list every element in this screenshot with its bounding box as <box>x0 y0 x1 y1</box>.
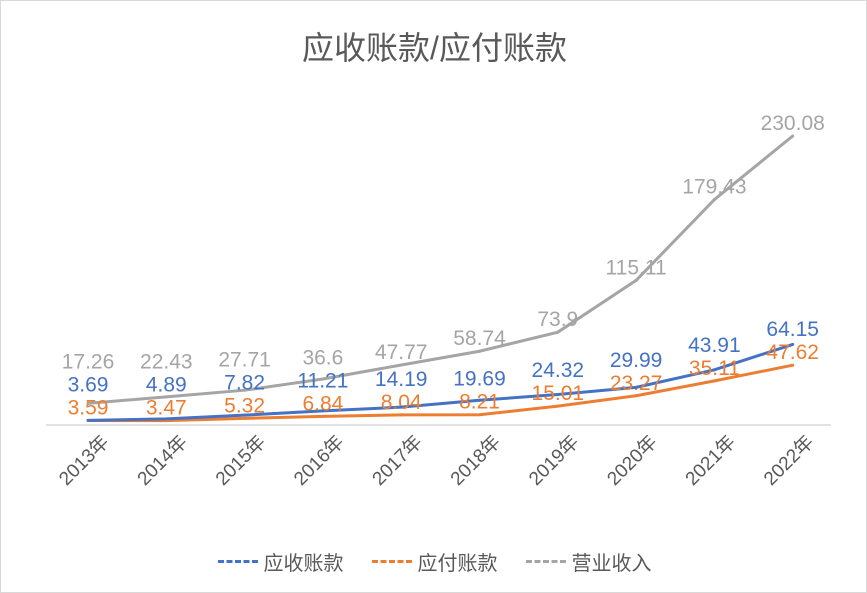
data-label: 19.69 <box>453 368 506 391</box>
data-point <box>321 377 325 381</box>
data-label: 29.99 <box>610 349 663 372</box>
data-label: 47.62 <box>766 341 819 364</box>
data-point <box>399 363 403 367</box>
legend-item: 应收账款 <box>217 547 344 576</box>
data-label: 4.89 <box>146 374 187 397</box>
legend: 应收账款 应付账款 营业收入 <box>1 547 866 576</box>
data-point <box>164 395 168 399</box>
data-label: 73.9 <box>537 308 578 331</box>
data-point <box>478 398 481 402</box>
data-label: 115.11 <box>606 256 667 279</box>
data-label: 58.74 <box>453 327 506 350</box>
data-label: 5.32 <box>224 394 265 417</box>
series-line-2 <box>87 134 794 405</box>
data-label: 36.6 <box>302 346 343 369</box>
x-tick-label: 2014年 <box>133 431 192 490</box>
data-point <box>791 363 795 367</box>
data-label: 24.32 <box>532 359 585 382</box>
data-point <box>634 394 638 398</box>
data-label: 7.82 <box>224 371 265 394</box>
data-label: 3.47 <box>146 397 187 420</box>
x-tick-label: 2021年 <box>681 431 740 490</box>
legend-item: 营业收入 <box>525 547 652 576</box>
chart-title: 应收账款/应付账款 <box>302 30 567 66</box>
data-label: 11.21 <box>297 369 348 392</box>
data-point <box>243 416 247 420</box>
data-point <box>712 379 716 383</box>
data-label: 8.21 <box>459 391 500 414</box>
series-line-1 <box>87 363 793 423</box>
data-label: 8.04 <box>381 391 422 414</box>
data-point <box>243 388 247 392</box>
x-tick-label: 2017年 <box>368 431 427 490</box>
legend-label: 应付账款 <box>417 553 498 575</box>
data-label: 179.43 <box>682 176 746 199</box>
legend-item: 应付账款 <box>371 547 498 576</box>
data-point <box>634 385 638 389</box>
legend-swatch <box>217 560 258 563</box>
legend-swatch <box>371 560 412 563</box>
legend-label: 营业收入 <box>571 553 652 575</box>
data-point <box>634 278 638 282</box>
data-point <box>164 417 168 421</box>
x-tick-label: 2015年 <box>211 431 270 490</box>
legend-swatch <box>525 560 566 563</box>
data-label: 6.84 <box>302 392 343 415</box>
data-label: 27.71 <box>218 348 271 371</box>
data-point <box>712 368 716 372</box>
data-label: 3.59 <box>68 396 109 419</box>
data-point <box>791 134 795 138</box>
data-label: 47.77 <box>375 341 428 364</box>
series-line-0 <box>87 343 794 422</box>
data-label: 22.43 <box>140 351 193 374</box>
data-label: 23.27 <box>610 372 663 395</box>
data-point <box>478 349 481 353</box>
x-tick-label: 2018年 <box>446 431 505 490</box>
data-label: 14.19 <box>375 368 428 391</box>
data-point <box>399 413 403 417</box>
data-point <box>478 413 481 417</box>
data-label: 230.08 <box>761 112 825 135</box>
x-tick-label: 2013年 <box>55 431 114 490</box>
data-point <box>243 413 247 417</box>
data-label: 64.15 <box>766 318 819 341</box>
data-point <box>712 198 716 202</box>
data-point <box>321 414 325 418</box>
x-tick-label: 2020年 <box>603 431 662 490</box>
data-point <box>791 342 795 346</box>
data-point <box>556 392 560 396</box>
data-point <box>86 401 90 405</box>
data-label: 17.26 <box>62 350 115 373</box>
x-tick-label: 2019年 <box>524 431 583 490</box>
data-point <box>86 418 90 422</box>
data-point <box>556 404 560 408</box>
legend-label: 应收账款 <box>263 553 344 575</box>
data-point <box>399 405 403 409</box>
x-tick-label: 2016年 <box>290 431 349 490</box>
data-label: 3.69 <box>68 373 109 396</box>
x-tick-label: 2022年 <box>759 431 818 490</box>
data-point <box>321 409 325 413</box>
data-label: 43.91 <box>688 334 741 357</box>
data-point <box>556 330 560 334</box>
